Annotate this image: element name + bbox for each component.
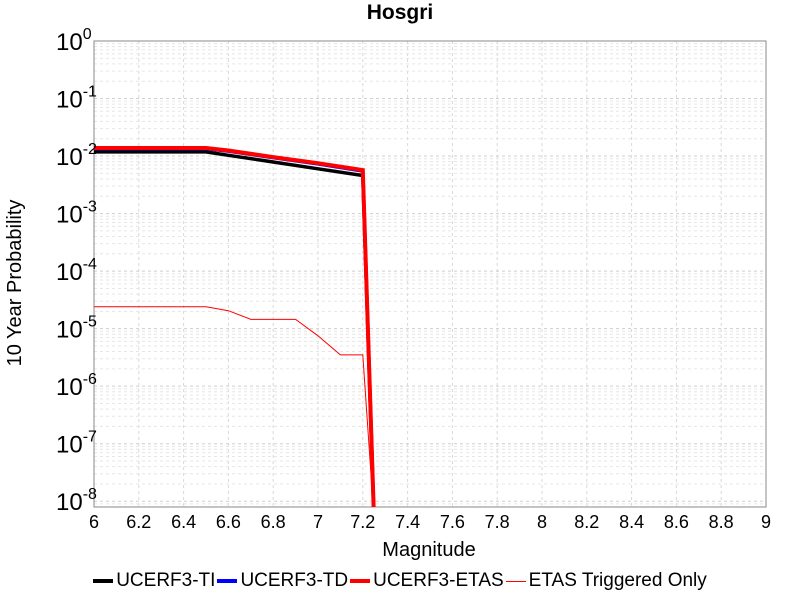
legend-item-ucerf3-etas: UCERF3-ETAS xyxy=(350,570,504,592)
x-tick-label: 7.4 xyxy=(395,512,420,532)
y-tick-label: 10-8 xyxy=(56,486,97,516)
plot-frame xyxy=(93,40,767,508)
x-axis-ticks: 6 6.2 6.4 6.6 6.8 7 7.2 7.4 7.6 7.8 8 8.2 8.4 8.6 8.8 9 xyxy=(89,512,771,532)
y-tick-label: 100 xyxy=(56,26,92,56)
x-tick-label: 8.6 xyxy=(664,512,689,532)
x-tick-label: 7.2 xyxy=(350,512,375,532)
series-line-ucerf3-etas xyxy=(94,146,376,507)
legend-label: UCERF3-ETAS xyxy=(373,570,504,591)
x-tick-label: 9 xyxy=(761,512,771,532)
grid xyxy=(93,40,767,508)
x-tick-label: 8.2 xyxy=(574,512,599,532)
y-tick-label: 10-5 xyxy=(56,314,97,344)
series-line-etas-triggered-only xyxy=(94,306,374,507)
y-tick-label: 10-7 xyxy=(56,429,97,459)
legend-item-etas-triggered-only: ETAS Triggered Only xyxy=(505,570,707,592)
x-tick-label: 6.6 xyxy=(216,512,241,532)
y-tick-label: 10-1 xyxy=(56,84,97,114)
series-lines xyxy=(94,146,376,507)
legend-label: UCERF3-TD xyxy=(240,570,349,591)
y-tick-label: 10-4 xyxy=(56,256,97,286)
legend-swatch xyxy=(217,579,238,583)
x-axis-label: Magnitude xyxy=(382,539,475,561)
x-tick-label: 7.6 xyxy=(440,512,465,532)
y-axis-label: 10 Year Probability xyxy=(4,200,26,367)
x-tick-label: 6.4 xyxy=(171,512,196,532)
x-tick-label: 7.8 xyxy=(485,512,510,532)
chart-title: Hosgri xyxy=(367,1,434,24)
legend-item-ucerf3-td: UCERF3-TD xyxy=(217,570,348,592)
x-tick-label: 8.8 xyxy=(709,512,734,532)
legend-label: UCERF3-TI xyxy=(116,570,216,591)
legend-swatch xyxy=(93,579,114,583)
x-tick-label: 7 xyxy=(313,512,323,532)
legend-swatch xyxy=(505,580,526,582)
x-tick-label: 8 xyxy=(537,512,547,532)
legend: UCERF3-TI UCERF3-TD UCERF3-ETAS ETAS Trigge… xyxy=(0,568,800,594)
y-tick-label: 10-3 xyxy=(56,199,97,229)
y-axis-ticks: 100 10-1 10-2 10-3 10-4 10-5 10-6 10-7 10-8 xyxy=(56,26,97,516)
y-tick-label: 10-2 xyxy=(56,141,97,171)
y-tick-label: 10-6 xyxy=(56,371,97,401)
legend-swatch xyxy=(350,579,371,583)
x-tick-label: 6.2 xyxy=(126,512,151,532)
x-tick-label: 6.8 xyxy=(261,512,286,532)
legend-label: ETAS Triggered Only xyxy=(528,570,707,591)
legend-item-ucerf3-ti: UCERF3-TI xyxy=(93,570,215,592)
x-tick-label: 6 xyxy=(89,512,99,532)
x-tick-label: 8.4 xyxy=(619,512,644,532)
